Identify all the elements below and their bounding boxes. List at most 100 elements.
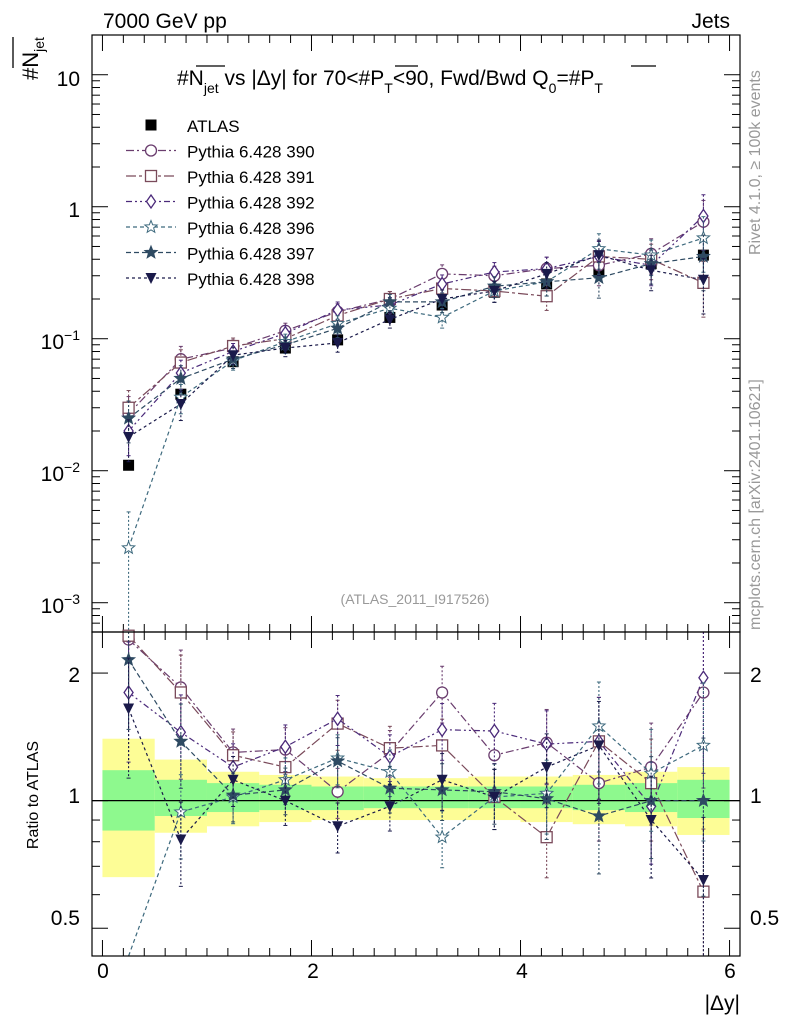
legend-label: Pythia 6.428 392 <box>187 194 315 213</box>
ratio-point <box>173 733 189 748</box>
ratio-series-pythia-6.428-398 <box>123 657 709 957</box>
ytick-label-0.001: 10−3 <box>41 591 81 618</box>
ratio-ytick-right-0.5: 0.5 <box>750 907 779 930</box>
legend: ATLAS Pythia 6.428 390 Pythia 6.428 391 Pyt… <box>126 117 315 289</box>
ylabel-sub: jet <box>31 37 47 53</box>
main-ylabel: #Njet <box>12 37 47 80</box>
xlabel: |Δy| <box>705 992 740 1015</box>
ratio-point <box>280 739 291 755</box>
title-p6: P <box>580 67 594 90</box>
legend-entry: Pythia 6.428 396 <box>126 219 315 238</box>
main-axis-ticks <box>92 34 740 633</box>
title-p6-sub: T <box>594 80 603 96</box>
data-point <box>488 285 500 297</box>
xtick-label-4: 4 <box>516 960 528 983</box>
title-p4-sub: 0 <box>549 80 557 96</box>
title-p4: <90, Fwd/Bwd Q <box>393 67 549 90</box>
ytick-label-1: 1 <box>68 199 80 222</box>
ratio-line <box>128 677 704 808</box>
title-p5: =# <box>556 67 580 90</box>
ratio-point <box>697 874 709 886</box>
title-p1: #N <box>177 67 204 90</box>
title-p3: P <box>370 67 384 90</box>
series-line <box>128 255 704 419</box>
svg-text:#Njet: #Njet <box>18 37 47 80</box>
data-point <box>279 343 291 355</box>
ratio-line <box>128 708 704 881</box>
legend-marker <box>143 244 159 259</box>
legend-marker <box>145 273 157 284</box>
series-pythia-6.428-398 <box>123 239 709 463</box>
ratio-point <box>695 792 711 808</box>
legend-entry: Pythia 6.428 398 <box>126 270 315 289</box>
data-point <box>593 250 605 262</box>
legend-marker <box>145 119 157 131</box>
ratio-ytick-0.5: 0.5 <box>51 907 80 930</box>
ratio-ytick-labels-left: 2 1 0.5 <box>51 664 80 930</box>
ratio-series-pythia-6.428-397 <box>121 631 711 897</box>
ratio-point <box>591 808 607 823</box>
ratio-ytick-2: 2 <box>68 664 80 687</box>
svg-text:#Njet vs |Δy| for 70<#PT<90, F: #Njet vs |Δy| for 70<#PT<90, Fwd/Bwd Q0=… <box>177 67 603 96</box>
ratio-point <box>175 834 187 846</box>
main-ytick-labels: 10 1 10−1 10−2 10−3 <box>41 68 81 618</box>
legend-marker <box>144 144 158 157</box>
data-point <box>539 273 555 289</box>
ratio-ytick-labels-right: 2 1 0.5 <box>750 664 779 930</box>
xtick-label-0: 0 <box>97 960 109 983</box>
ratio-point <box>434 829 450 844</box>
data-point <box>227 350 239 362</box>
data-point <box>173 370 189 385</box>
data-point <box>591 269 607 285</box>
ratio-point <box>593 740 605 752</box>
ylabel-main: #N <box>18 52 43 80</box>
ratio-point <box>698 670 709 686</box>
legend-label: Pythia 6.428 398 <box>187 270 315 289</box>
data-point <box>123 459 135 471</box>
ratio-frame <box>91 631 741 957</box>
mcplots-url-text: mcplots.cern.ch [arXiv:2401.10621] <box>747 379 764 630</box>
ytick-label-0.01: 10−2 <box>41 459 81 486</box>
data-point <box>434 309 450 324</box>
legend-label: Pythia 6.428 397 <box>187 245 315 264</box>
title-p2: vs |Δy| for 70<# <box>219 67 371 90</box>
rivet-version-text: Rivet 4.1.0, ≥ 100k events <box>747 70 764 255</box>
main-series-layer <box>121 194 711 633</box>
ratio-point <box>330 753 346 768</box>
ratio-series-layer <box>121 629 711 957</box>
ratio-point <box>332 711 343 727</box>
series-line <box>128 215 704 432</box>
chart-title: #Njet vs |Δy| for 70<#PT<90, Fwd/Bwd Q0=… <box>177 65 656 96</box>
ratio-line <box>128 639 704 793</box>
ratio-point <box>435 686 449 699</box>
series-line <box>128 221 704 415</box>
title-p3-sub: T <box>384 80 393 96</box>
ratio-point <box>279 795 291 807</box>
ratio-point <box>489 723 500 739</box>
xtick-label-2: 2 <box>307 960 319 983</box>
data-point <box>645 265 657 277</box>
ratio-point <box>436 774 448 786</box>
legend-marker <box>145 193 157 210</box>
legend-entry: ATLAS <box>145 117 240 136</box>
ratio-line <box>128 725 704 957</box>
ytick-label-10: 10 <box>57 68 80 91</box>
series-line <box>128 255 704 409</box>
header-left: 7000 GeV pp <box>103 10 227 33</box>
ratio-point <box>227 774 239 786</box>
data-point <box>332 337 344 349</box>
ratio-point <box>488 792 500 804</box>
ratio-axis-ticks <box>92 632 740 956</box>
series-pythia-6.428-397 <box>121 234 711 444</box>
xtick-labels: 0 2 4 6 <box>97 960 736 983</box>
legend-marker <box>143 219 159 234</box>
header-right: Jets <box>691 10 730 33</box>
ratio-line <box>128 659 704 817</box>
data-point <box>382 294 398 309</box>
ratio-point <box>123 703 135 715</box>
ratio-ytick-1: 1 <box>68 785 80 808</box>
ratio-point <box>540 831 553 844</box>
ratio-point <box>226 749 240 762</box>
ratio-point <box>174 686 187 699</box>
